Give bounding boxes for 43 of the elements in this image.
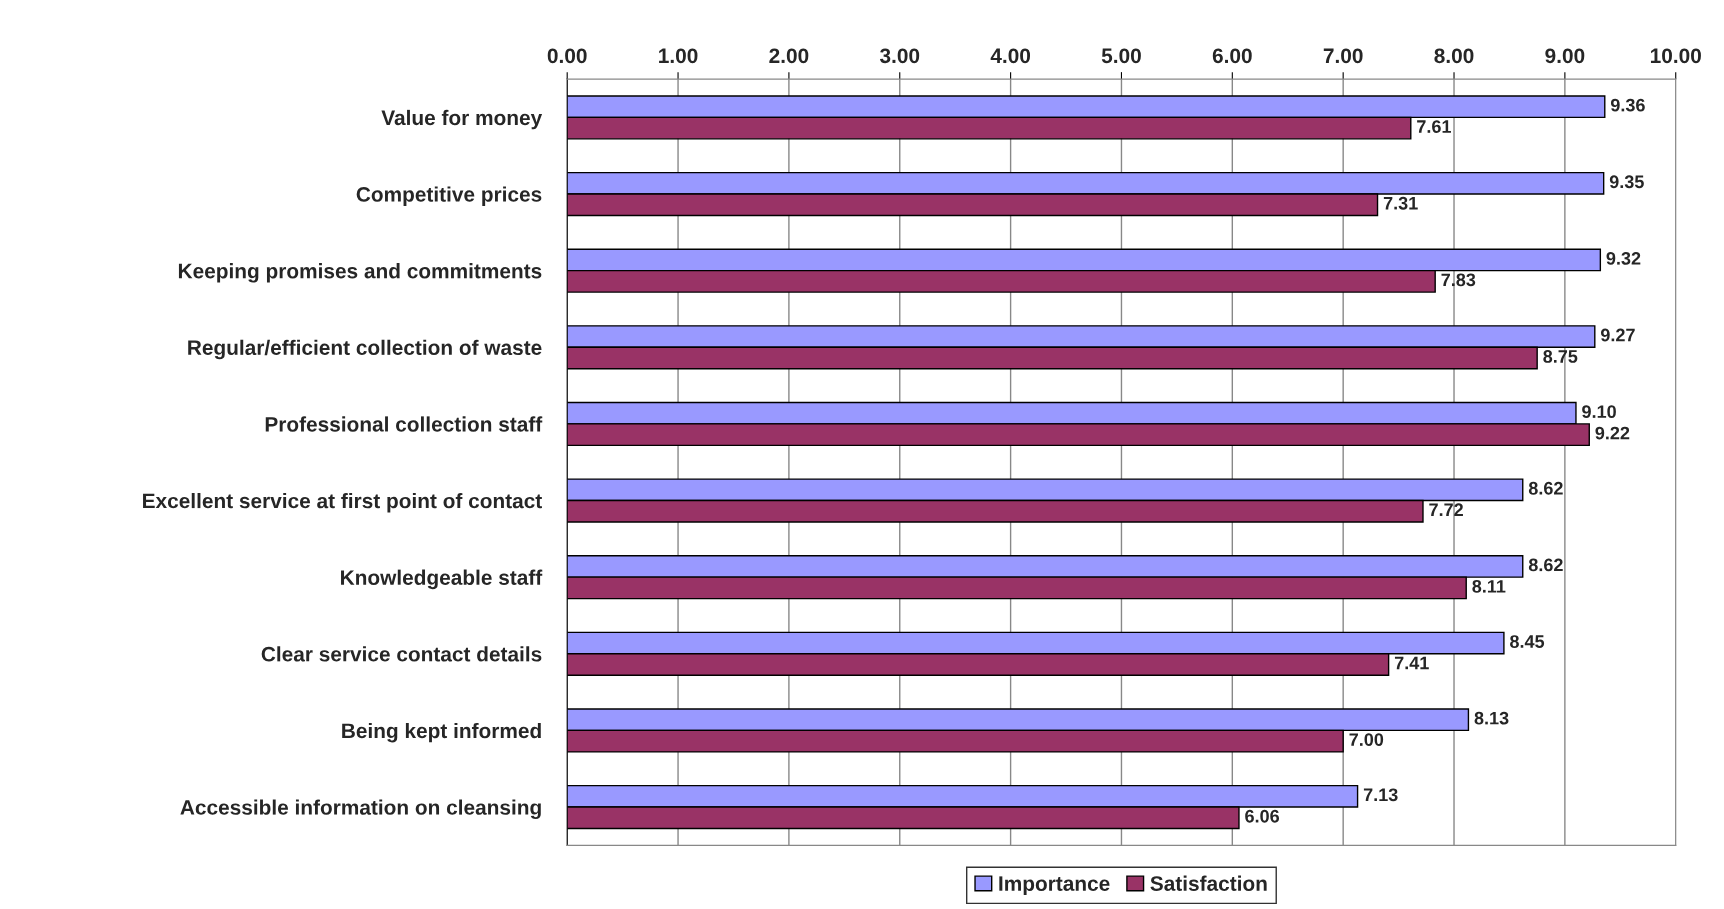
y-tick-label: Regular/efficient collection of waste	[188, 339, 542, 360]
y-tick-label: Keeping promises and commitments	[178, 263, 542, 283]
x-tick-label: 3.00	[879, 48, 920, 64]
data-label: 7.13	[1363, 788, 1398, 802]
x-tick-label: 0.00	[547, 48, 587, 64]
x-tick-label: 4.00	[990, 48, 1031, 64]
data-label: 8.62	[1528, 558, 1563, 572]
y-tick-label: Value for money	[381, 109, 543, 130]
data-label: 9.32	[1606, 251, 1641, 265]
x-tick-label: 8.00	[1434, 48, 1474, 64]
x-tick-label: 10.00	[1650, 48, 1701, 64]
data-label: 9.27	[1600, 328, 1635, 342]
data-label: 6.06	[1245, 809, 1280, 823]
data-label: 7.61	[1417, 120, 1451, 133]
x-tick-label: 9.00	[1545, 48, 1585, 64]
y-tick-label: Being kept informed	[342, 722, 541, 743]
x-tick-label: 6.00	[1212, 48, 1252, 64]
y-tick-label: Clear service contact details	[261, 646, 542, 662]
x-tick-label: 2.00	[769, 48, 809, 64]
y-tick-label: Knowledgeable staff	[341, 569, 543, 590]
data-label: 8.11	[1472, 579, 1506, 593]
x-tick-label: 5.00	[1101, 48, 1141, 64]
legend-label: Satisfaction	[1150, 875, 1267, 891]
y-tick-label: Professional collection staff	[265, 416, 543, 432]
data-label: 7.72	[1429, 503, 1463, 516]
data-label: 9.10	[1582, 405, 1616, 419]
data-label: 8.13	[1474, 711, 1509, 725]
y-tick-label: Accessible information on cleansing	[180, 799, 541, 820]
x-tick-label: 7.00	[1323, 48, 1363, 64]
data-label: 8.62	[1528, 481, 1563, 495]
data-label: 8.45	[1510, 635, 1545, 648]
legend-label: Importance	[999, 876, 1110, 896]
y-tick-label: Competitive prices	[356, 186, 542, 206]
data-label: 7.83	[1441, 273, 1476, 287]
data-label: 8.75	[1543, 350, 1578, 363]
y-tick-label: Excellent service at first point of contact	[143, 492, 542, 513]
x-tick-label: 1.00	[659, 48, 698, 64]
data-label: 9.22	[1595, 426, 1630, 440]
data-label: 9.36	[1610, 98, 1645, 112]
data-label: 7.31	[1383, 196, 1418, 210]
data-label: 9.35	[1609, 175, 1644, 189]
data-label: 7.41	[1394, 656, 1429, 670]
data-label: 7.00	[1349, 733, 1384, 746]
